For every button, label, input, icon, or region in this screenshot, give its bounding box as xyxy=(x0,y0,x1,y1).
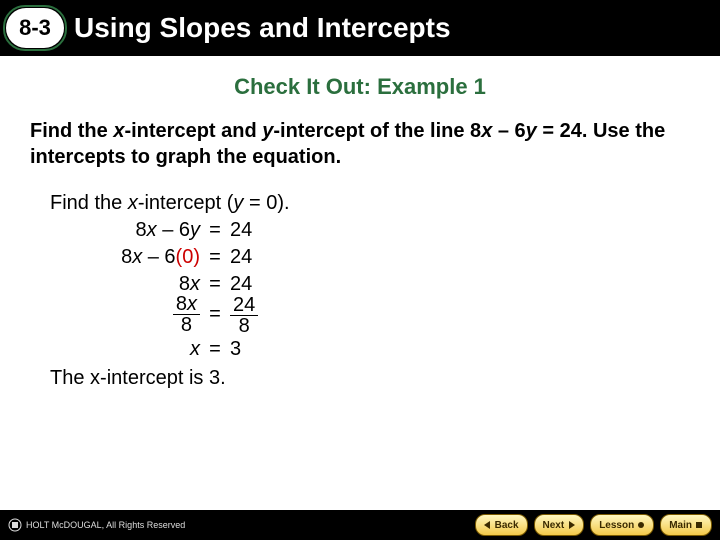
t: = 0). xyxy=(243,192,289,214)
lesson-badge: 8-3 xyxy=(6,8,64,48)
copyright-text: HOLT McDOUGAL, All Rights Reserved xyxy=(26,520,185,530)
label: Back xyxy=(495,520,519,531)
label: Main xyxy=(669,520,692,531)
equals: = xyxy=(200,217,230,244)
prompt-text: -intercept and xyxy=(124,120,262,142)
denom: 8 xyxy=(178,315,195,335)
conclusion: The x-intercept is 3. xyxy=(50,367,720,390)
prompt-text: -intercept of the line 8 xyxy=(273,120,481,142)
eq-row-1: 8x – 6y = 24 xyxy=(50,217,720,244)
back-button[interactable]: Back xyxy=(475,514,528,536)
main-icon xyxy=(695,521,703,529)
nav-buttons: Back Next Lesson Main xyxy=(475,514,712,536)
var-x: x xyxy=(90,367,100,389)
fraction-right: 24 8 xyxy=(230,295,258,336)
prompt-var-y2: y xyxy=(526,120,537,142)
lesson-icon xyxy=(637,521,645,529)
n: – 6 xyxy=(157,219,190,241)
main-button[interactable]: Main xyxy=(660,514,712,536)
eq-row-2: 8x – 6(0) = 24 xyxy=(50,244,720,271)
rhs: 3 xyxy=(230,336,241,363)
var: y xyxy=(190,219,200,241)
t: Find the xyxy=(50,192,128,214)
fraction-left: 8x 8 xyxy=(173,294,200,335)
n: 8 xyxy=(121,246,132,268)
prompt-text: – 6 xyxy=(492,120,525,142)
var-x: x xyxy=(128,192,138,214)
prompt-var-x1: x xyxy=(113,120,124,142)
n: 8 xyxy=(176,293,187,315)
var: x xyxy=(132,246,142,268)
t: -intercept is 3. xyxy=(100,367,226,389)
var: x xyxy=(187,293,197,315)
next-button[interactable]: Next xyxy=(534,514,585,536)
rhs: 24 xyxy=(230,217,252,244)
subtitle: Check It Out: Example 1 xyxy=(0,74,720,100)
page-title: Using Slopes and Intercepts xyxy=(74,12,451,44)
problem-prompt: Find the x-intercept and y-intercept of … xyxy=(30,118,690,170)
eq-row-frac: 8x 8 = 24 8 xyxy=(50,292,720,336)
label: Next xyxy=(543,520,565,531)
lesson-button[interactable]: Lesson xyxy=(590,514,654,536)
equals: = xyxy=(200,244,230,271)
denom: 8 xyxy=(236,316,253,336)
publisher-logo-icon xyxy=(8,518,22,532)
worked-solution: Find the x-intercept (y = 0). 8x – 6y = … xyxy=(50,190,720,363)
var: x xyxy=(50,336,200,363)
header-bar: 8-3 Using Slopes and Intercepts xyxy=(0,0,720,56)
rhs: 24 xyxy=(230,244,252,271)
n: 8 xyxy=(136,219,147,241)
prompt-var-x2: x xyxy=(481,120,492,142)
equals: = xyxy=(200,271,230,298)
equals: = xyxy=(200,301,230,328)
var-y: y xyxy=(233,192,243,214)
prompt-var-y1: y xyxy=(262,120,273,142)
copyright: HOLT McDOUGAL, All Rights Reserved xyxy=(8,518,185,532)
next-icon xyxy=(567,521,575,529)
var: x xyxy=(147,219,157,241)
n: – 6 xyxy=(142,246,175,268)
back-icon xyxy=(484,521,492,529)
numer: 24 xyxy=(230,295,258,316)
t: -intercept ( xyxy=(138,192,234,214)
prompt-text: Find the xyxy=(30,120,113,142)
equals: = xyxy=(200,336,230,363)
t: The xyxy=(50,367,90,389)
footer-bar: HOLT McDOUGAL, All Rights Reserved Back … xyxy=(0,510,720,540)
eq-row-4: x = 3 xyxy=(50,336,720,363)
substituted-zero: (0) xyxy=(176,246,200,268)
work-intro: Find the x-intercept (y = 0). xyxy=(50,190,720,217)
label: Lesson xyxy=(599,520,634,531)
